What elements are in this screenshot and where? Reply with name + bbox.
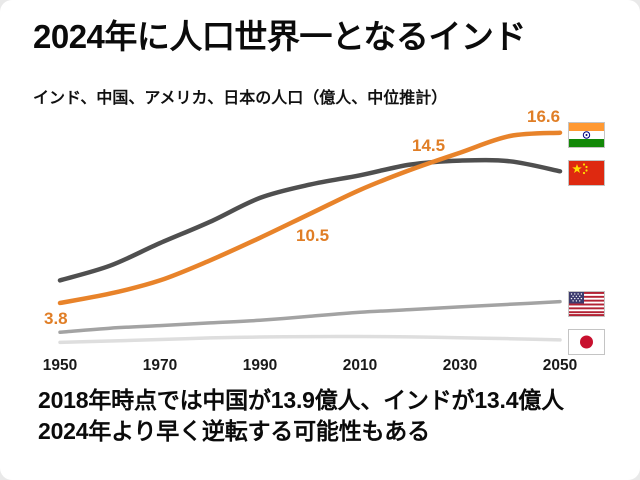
x-tick-2030: 2030: [442, 357, 478, 374]
footnote-line-1: 2018年時点では中国が13.9億人、インドが13.4億人: [38, 387, 564, 413]
page-title: 2024年に人口世界一となるインド: [33, 18, 526, 55]
x-tick-1970: 1970: [142, 357, 178, 374]
china-flag-icon: [568, 160, 605, 186]
value-label-14.5: 14.5: [412, 136, 446, 155]
line-japan: [58, 334, 562, 345]
india-flag-icon: [568, 122, 605, 148]
usa-flag-icon: [568, 291, 605, 317]
x-tick-1950: 1950: [42, 357, 78, 374]
x-tick-2050: 2050: [542, 357, 578, 374]
japan-flag-icon: [568, 329, 605, 355]
footnote: 2018年時点では中国が13.9億人、インドが13.4億人 2024年より早く逆…: [38, 385, 618, 447]
line-china: [57, 157, 563, 283]
line-india: [57, 130, 563, 306]
footnote-line-2: 2024年より早く逆転する可能性もある: [38, 417, 430, 444]
value-label-3.8: 3.8: [44, 309, 68, 328]
value-label-10.5: 10.5: [296, 226, 330, 245]
x-tick-2010: 2010: [342, 357, 378, 374]
line-usa: [58, 299, 562, 334]
chart-subtitle: インド、中国、アメリカ、日本の人口（億人、中位推計）: [33, 90, 448, 107]
value-label-16.6: 16.6: [527, 107, 561, 126]
x-tick-1990: 1990: [242, 357, 278, 374]
